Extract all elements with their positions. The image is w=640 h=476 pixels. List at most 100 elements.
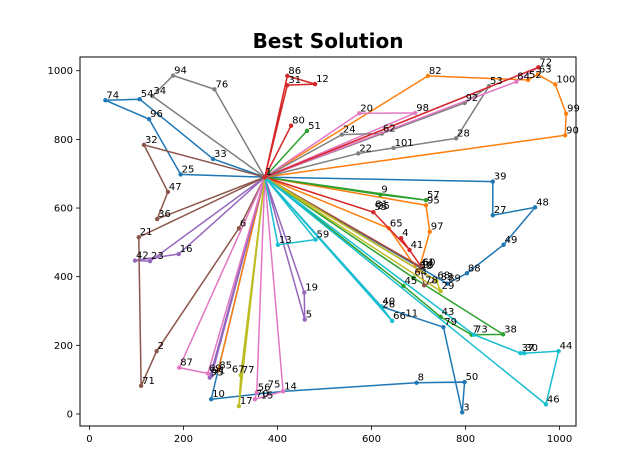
node-label-88: 88 (468, 263, 481, 274)
node-label-70: 70 (256, 389, 269, 400)
node-label-28: 28 (457, 128, 470, 139)
node-label-13: 13 (279, 235, 292, 246)
route-point-0-4 (137, 97, 142, 102)
route-line-12 (264, 176, 306, 320)
route-point-21-4 (391, 145, 396, 151)
route-point-16-2 (138, 383, 144, 389)
node-label-80: 80 (292, 116, 305, 127)
y-axis-ticks: 0 200 400 600 800 1000 (48, 66, 80, 420)
node-label-19: 19 (305, 282, 318, 293)
node-label-77: 77 (242, 365, 255, 376)
route-point-20-1 (254, 390, 259, 395)
route-point-8-1 (401, 283, 406, 289)
route-line-3 (264, 73, 567, 178)
node-label-61: 61 (422, 257, 435, 268)
node-label-100: 100 (556, 74, 575, 85)
route-point-30-1 (536, 65, 541, 70)
routes-layer (103, 65, 569, 415)
node-label-75: 75 (268, 379, 281, 390)
node-label-38: 38 (504, 324, 517, 335)
node-label-39: 39 (494, 172, 507, 183)
node-label-71: 71 (142, 376, 155, 387)
node-label-25: 25 (182, 164, 195, 175)
node-label-45: 45 (404, 276, 417, 287)
node-label-85: 85 (219, 360, 232, 371)
route-point-1-1 (490, 179, 495, 184)
route-point-5-2 (427, 229, 432, 234)
node-label-62: 62 (383, 124, 396, 135)
route-point-22-1 (212, 87, 217, 92)
route-point-2-5 (460, 410, 465, 415)
node-labels-layer: 1234567891012131416171920212223242527282… (106, 57, 579, 413)
route-point-13-1 (176, 251, 181, 257)
y-tick-label-800: 800 (54, 135, 73, 146)
node-label-37: 37 (522, 343, 535, 354)
node-label-6: 6 (240, 218, 246, 229)
node-label-69: 69 (209, 363, 222, 374)
route-point-25-2 (434, 278, 439, 283)
route-line-5 (264, 176, 431, 273)
route-point-7-1 (378, 192, 383, 197)
route-point-30-2 (262, 174, 267, 180)
x-tick-label-600: 600 (362, 434, 381, 445)
node-label-35: 35 (377, 201, 390, 212)
node-label-79: 79 (444, 317, 457, 328)
x-tick-label-200: 200 (174, 434, 193, 445)
node-label-2: 2 (158, 341, 164, 352)
node-label-4: 4 (402, 228, 408, 239)
node-label-58: 58 (420, 261, 433, 272)
node-label-90: 90 (566, 125, 579, 136)
node-label-32: 32 (145, 135, 158, 146)
axes-frame (79, 56, 577, 427)
route-point-0-1 (178, 172, 183, 177)
route-point-1-2 (490, 213, 495, 218)
chart-title: Best Solution (253, 29, 404, 53)
route-point-7-2 (423, 197, 429, 203)
route-point-15-3 (154, 216, 160, 222)
route-line-28 (264, 176, 317, 246)
route-point-9-2 (312, 81, 318, 87)
node-label-68: 68 (437, 270, 450, 281)
route-point-9-1 (285, 73, 290, 79)
node-label-29: 29 (442, 281, 455, 292)
route-point-15-1 (141, 142, 147, 148)
node-label-10: 10 (212, 389, 225, 400)
node-label-21: 21 (140, 227, 153, 238)
route-point-1-4 (501, 242, 506, 247)
node-label-55: 55 (374, 202, 387, 213)
node-label-57: 57 (427, 190, 440, 201)
node-label-101: 101 (395, 138, 414, 149)
route-point-27-1 (389, 318, 395, 324)
node-label-74: 74 (106, 90, 119, 101)
node-label-18: 18 (421, 260, 434, 271)
node-label-46: 46 (547, 394, 560, 405)
route-point-22-3 (150, 93, 155, 99)
route-point-26-4 (556, 348, 561, 354)
y-tick-label-600: 600 (54, 204, 73, 215)
node-label-78: 78 (425, 275, 438, 286)
route-point-0-3 (103, 98, 108, 103)
route-point-29-2 (514, 79, 519, 84)
route-point-19-2 (205, 371, 211, 376)
route-point-0-2 (146, 116, 152, 122)
y-tick-label-1000: 1000 (48, 66, 73, 77)
route-point-17-3 (418, 265, 424, 270)
route-point-22-2 (170, 73, 176, 78)
node-label-81: 81 (375, 199, 388, 210)
node-label-50: 50 (466, 372, 479, 383)
x-tick-label-1000: 1000 (547, 434, 572, 445)
route-point-11-1 (371, 209, 376, 215)
route-line-7 (264, 176, 427, 201)
route-point-6-1 (304, 128, 310, 133)
route-point-3-1 (425, 73, 431, 79)
route-point-8-5 (411, 275, 416, 280)
node-label-3: 3 (463, 402, 469, 413)
route-point-18-2 (357, 111, 362, 116)
route-point-19-1 (177, 365, 182, 370)
route-point-26-2 (518, 351, 523, 356)
route-point-1-5 (464, 271, 470, 276)
route-point-4-1 (216, 368, 221, 373)
route-point-18-1 (413, 110, 418, 116)
